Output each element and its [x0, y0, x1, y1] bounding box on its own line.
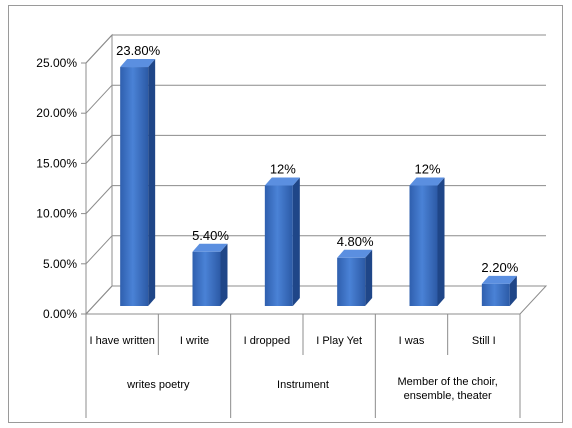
- bar-side: [220, 243, 228, 306]
- group-label: Member of the choir,: [398, 376, 498, 388]
- category-label: I dropped: [244, 335, 290, 347]
- side-wall: [85, 33, 113, 316]
- bar-side: [365, 249, 373, 306]
- bar-front: [409, 185, 438, 306]
- gridline-depth: [85, 235, 113, 265]
- bar-front: [192, 251, 221, 306]
- bar-front: [120, 67, 149, 306]
- bar-side: [509, 275, 517, 306]
- data-label: 23.80%: [116, 43, 161, 58]
- bar-front: [264, 185, 293, 306]
- bar-side: [437, 177, 445, 306]
- group-label: ensemble, theater: [404, 390, 492, 402]
- data-label: 12%: [270, 162, 296, 177]
- category-label: I Play Yet: [316, 335, 362, 347]
- bar-5: [409, 177, 445, 306]
- y-tick-label: 0.00%: [43, 307, 77, 321]
- group-label: Instrument: [277, 379, 329, 391]
- bar-front: [337, 257, 366, 306]
- bar-top: [192, 243, 228, 252]
- bar-top: [337, 249, 373, 258]
- data-label: 12%: [414, 162, 440, 177]
- gridline-depth: [85, 84, 113, 114]
- data-label: 5.40%: [192, 228, 229, 243]
- category-label: I write: [180, 335, 209, 347]
- y-tick-label: 25.00%: [36, 56, 77, 70]
- group-label: writes poetry: [126, 379, 190, 391]
- bar-top: [120, 59, 156, 68]
- bar-top: [409, 177, 445, 186]
- category-label: Still I: [472, 335, 496, 347]
- category-label: I was: [399, 335, 425, 347]
- gridline-depth: [85, 135, 113, 164]
- bar-3: [264, 177, 300, 306]
- y-tick-label: 20.00%: [36, 106, 77, 120]
- bar-front: [481, 283, 510, 306]
- category-label: I have written: [89, 335, 154, 347]
- bar-top: [481, 275, 517, 284]
- gridline-depth: [85, 34, 113, 64]
- y-tick-label: 10.00%: [36, 207, 77, 221]
- data-label: 2.20%: [481, 260, 518, 275]
- y-tick-label: 5.00%: [43, 257, 77, 271]
- bar-1: [120, 59, 156, 306]
- data-label: 4.80%: [337, 234, 374, 249]
- bar-top: [264, 177, 300, 186]
- bar-side: [148, 59, 156, 306]
- gridline-depth: [85, 185, 113, 214]
- bar-side: [292, 177, 300, 306]
- bar-6: [481, 275, 517, 306]
- bar-4: [337, 249, 373, 306]
- bar-2: [192, 243, 228, 306]
- y-tick-label: 15.00%: [36, 156, 77, 170]
